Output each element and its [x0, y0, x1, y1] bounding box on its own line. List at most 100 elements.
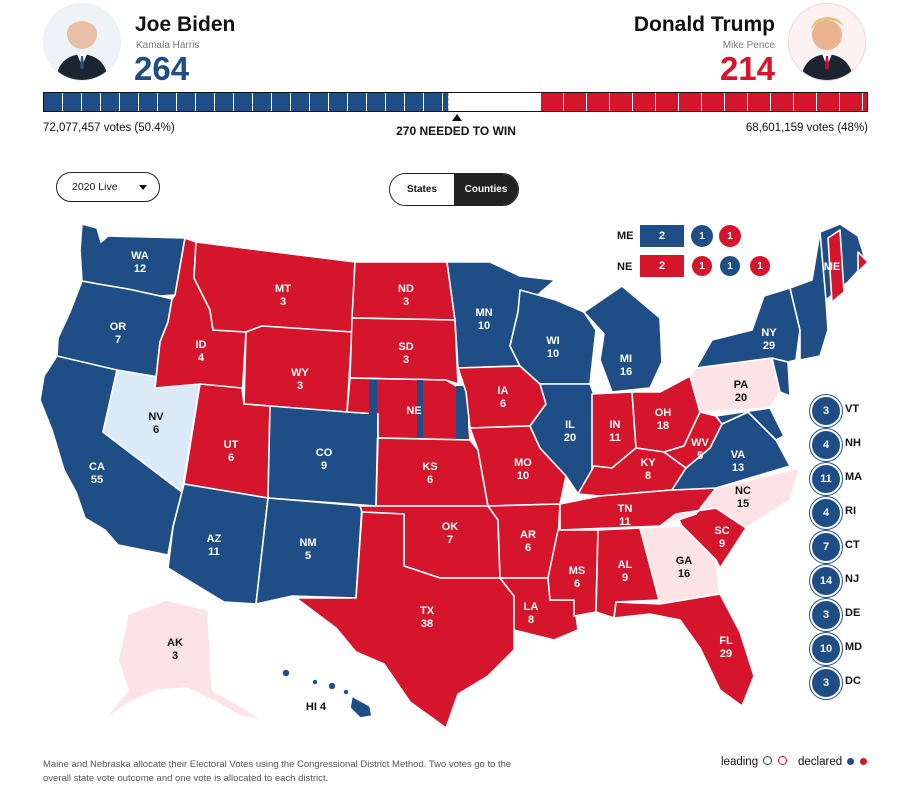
state-ev-fl: 29: [720, 648, 732, 660]
view-toggle[interactable]: States Counties: [389, 173, 519, 206]
left-candidate-name: Joe Biden: [135, 13, 236, 36]
state-ev-il: 20: [564, 432, 576, 444]
state-abbr-oh: OH: [655, 407, 672, 419]
state-abbr-mn: MN: [475, 307, 492, 319]
state-md[interactable]: [715, 407, 785, 441]
state-ev-wi: 10: [547, 348, 559, 360]
state-abbr-co: CO: [316, 447, 333, 459]
state-mi[interactable]: [583, 285, 663, 393]
state-ev-ky: 8: [645, 470, 651, 482]
legend-declared-label: declared: [798, 756, 843, 768]
state-abbr-wa: WA: [131, 250, 149, 262]
small-state-label-de: DE: [845, 607, 861, 619]
state-nc[interactable]: [659, 467, 801, 529]
state-ev-in: 11: [609, 432, 621, 444]
state-abbr-al: AL: [618, 559, 633, 571]
small-state-label-ct: CT: [845, 539, 860, 551]
me-district-1-badge[interactable]: 1: [692, 226, 712, 246]
state-abbr-wv: WV: [691, 437, 709, 449]
year-select[interactable]: 2020 Live: [56, 172, 160, 202]
small-state-label-nj: NJ: [845, 573, 860, 585]
me-district-2-badge[interactable]: 1: [720, 226, 740, 246]
district-method-note: Maine and Nebraska allocate their Electo…: [43, 759, 512, 784]
state-ev-ak: 3: [172, 650, 178, 662]
state-abbr-fl: FL: [719, 635, 733, 647]
year-select-label: 2020 Live: [72, 181, 118, 193]
small-state-ev-dc[interactable]: 3: [810, 667, 842, 699]
state-ev-or: 7: [115, 334, 121, 346]
state-label-hi: HI 4: [306, 701, 327, 713]
me-statewide-badge[interactable]: 2: [641, 226, 683, 246]
me-district-stripe: [827, 229, 845, 303]
state-ev-ia: 6: [500, 398, 506, 410]
state-il[interactable]: [529, 383, 597, 495]
small-state-ev-ct[interactable]: 7: [810, 531, 842, 563]
state-hi[interactable]: [281, 668, 373, 719]
toggle-states[interactable]: States: [390, 174, 454, 205]
state-sd[interactable]: [349, 317, 459, 385]
state-wa[interactable]: [79, 223, 186, 297]
small-state-ev-vt[interactable]: 3: [810, 395, 842, 427]
undecided-bar-segment: [448, 93, 541, 111]
state-ev-ga: 16: [678, 568, 690, 580]
state-abbr-nc: NC: [735, 485, 751, 497]
state-ga[interactable]: [639, 525, 721, 605]
state-fl[interactable]: [613, 593, 755, 707]
leading-blue-dot-icon: [763, 756, 773, 765]
state-ev-co: 9: [321, 460, 327, 472]
legend-leading-label: leading: [721, 756, 759, 768]
trump-bar-segment: [541, 93, 867, 111]
state-abbr-ky: KY: [640, 457, 656, 469]
small-state-ev-ri[interactable]: 4: [810, 497, 842, 529]
state-ev-wa: 12: [134, 263, 146, 275]
me-district-stripe: [857, 251, 869, 273]
state-abbr-nm: NM: [299, 537, 316, 549]
state-tx[interactable]: [295, 511, 515, 729]
small-state-ev-nj[interactable]: 14: [810, 565, 842, 597]
state-ev-nd: 3: [403, 296, 409, 308]
state-ev-pa: 20: [735, 392, 747, 404]
threshold-arrow-icon: [452, 114, 462, 121]
ne-district-2-badge[interactable]: 1: [720, 256, 740, 276]
toggle-counties[interactable]: Counties: [454, 174, 518, 205]
ne-district-3-badge[interactable]: 1: [750, 256, 770, 276]
state-abbr-ak: AK: [167, 637, 183, 649]
state-abbr-ia: IA: [498, 385, 509, 397]
small-state-label-nh: NH: [845, 437, 861, 449]
state-ak[interactable]: [103, 599, 263, 721]
state-abbr-la: LA: [524, 601, 539, 613]
state-abbr-me: ME: [824, 261, 841, 273]
state-abbr-mo: MO: [514, 457, 532, 469]
state-abbr-sc: SC: [714, 525, 729, 537]
state-abbr-id: ID: [196, 339, 207, 351]
small-state-ev-ma[interactable]: 11: [810, 463, 842, 495]
small-state-label-md: MD: [845, 641, 863, 653]
state-nm[interactable]: [255, 497, 363, 605]
state-abbr-tx: TX: [420, 605, 435, 617]
state-ev-nm: 5: [305, 550, 311, 562]
small-state-ev-nh[interactable]: 4: [810, 429, 842, 461]
electoral-progress-bar: [43, 92, 868, 112]
small-state-ev-de[interactable]: 3: [810, 599, 842, 631]
state-abbr-ca: CA: [89, 461, 105, 473]
ne-statewide-badge[interactable]: 2: [641, 256, 683, 276]
state-abbr-ne: NE: [406, 405, 421, 417]
state-ev-va: 13: [732, 462, 744, 474]
state-ev-az: 11: [208, 546, 220, 558]
state-abbr-wi: WI: [546, 335, 559, 347]
state-abbr-in: IN: [610, 419, 621, 431]
state-abbr-ar: AR: [520, 529, 536, 541]
state-ny[interactable]: [695, 287, 801, 369]
state-ev-ny: 29: [763, 340, 775, 352]
state-ev-wv: 5: [697, 450, 703, 462]
state-ev-tn: 11: [619, 516, 631, 528]
small-state-label-dc: DC: [845, 675, 861, 687]
ne-district-stripe: [369, 380, 377, 438]
state-ev-ks: 6: [427, 474, 433, 486]
state-abbr-sd: SD: [398, 341, 413, 353]
small-state-ev-md[interactable]: 10: [810, 633, 842, 665]
biden-bar-segment: [44, 93, 448, 111]
state-abbr-ga: GA: [676, 555, 693, 567]
declared-blue-dot-icon: [847, 758, 855, 765]
ne-district-1-badge[interactable]: 1: [692, 256, 712, 276]
